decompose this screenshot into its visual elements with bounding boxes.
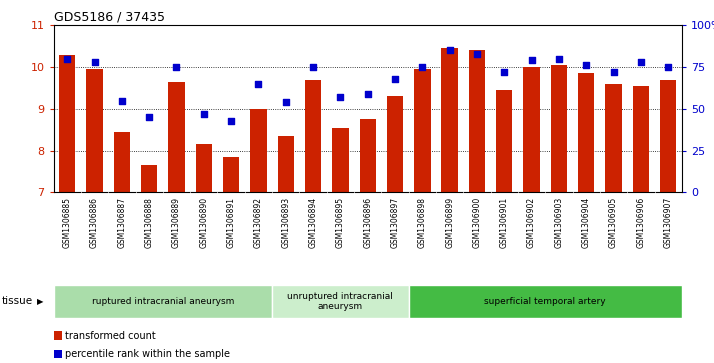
Bar [441,48,458,192]
Text: GSM1306906: GSM1306906 [636,197,645,248]
Point [61,56,73,62]
Bar [414,69,431,192]
Point [253,81,264,87]
FancyBboxPatch shape [272,285,408,318]
Text: ▶: ▶ [37,297,44,306]
Point [580,62,592,68]
Point [526,58,538,64]
Text: GSM1306890: GSM1306890 [199,197,208,248]
Point [280,99,291,105]
Text: GSM1306891: GSM1306891 [226,197,236,248]
Text: GDS5186 / 37435: GDS5186 / 37435 [54,11,164,24]
Text: GSM1306901: GSM1306901 [500,197,509,248]
Point [144,114,155,120]
Text: GSM1306904: GSM1306904 [582,197,590,248]
Bar [332,128,348,192]
FancyBboxPatch shape [54,285,272,318]
Text: GSM1306885: GSM1306885 [63,197,71,248]
Bar [578,73,595,192]
Bar [387,96,403,192]
Bar [633,86,649,192]
Text: GSM1306889: GSM1306889 [172,197,181,248]
Text: GSM1306907: GSM1306907 [664,197,673,248]
Bar [250,109,266,192]
Text: GSM1306886: GSM1306886 [90,197,99,248]
Bar [605,84,622,192]
Text: GSM1306903: GSM1306903 [555,197,563,248]
Bar [523,67,540,192]
Bar [141,165,157,192]
Point [389,76,401,82]
Bar [59,54,76,192]
Text: GSM1306899: GSM1306899 [445,197,454,248]
Text: superficial temporal artery: superficial temporal artery [485,297,606,306]
Text: GSM1306905: GSM1306905 [609,197,618,248]
Bar [496,90,513,192]
Text: GSM1306887: GSM1306887 [117,197,126,248]
Point [171,64,182,70]
Text: GSM1306895: GSM1306895 [336,197,345,248]
Text: ruptured intracranial aneurysm: ruptured intracranial aneurysm [91,297,234,306]
Point [444,48,456,53]
Bar [469,50,486,192]
Text: transformed count: transformed count [65,331,156,341]
Text: GSM1306893: GSM1306893 [281,197,291,248]
Point [635,59,647,65]
Point [335,94,346,100]
Text: GSM1306900: GSM1306900 [473,197,481,248]
Point [362,91,373,97]
Point [198,111,209,117]
Text: tissue: tissue [1,296,33,306]
Bar [196,144,212,192]
Point [417,64,428,70]
Text: unruptured intracranial
aneurysm: unruptured intracranial aneurysm [288,291,393,311]
Bar [86,69,103,192]
Text: GSM1306894: GSM1306894 [308,197,318,248]
Bar [305,79,321,192]
Text: GSM1306888: GSM1306888 [145,197,154,248]
Bar [278,136,294,192]
Point [553,56,565,62]
Text: GSM1306896: GSM1306896 [363,197,372,248]
Text: GSM1306892: GSM1306892 [254,197,263,248]
Point [663,64,674,70]
Point [498,69,510,75]
Bar [169,82,185,192]
Point [307,64,318,70]
Text: GSM1306898: GSM1306898 [418,197,427,248]
Bar [660,79,676,192]
Bar [114,132,130,192]
Text: percentile rank within the sample: percentile rank within the sample [65,349,230,359]
Bar [223,157,239,192]
Point [89,59,100,65]
Point [608,69,619,75]
Bar [550,65,567,192]
Point [116,98,128,103]
Text: GSM1306902: GSM1306902 [527,197,536,248]
Point [471,51,483,57]
Point [226,118,237,123]
Text: GSM1306897: GSM1306897 [391,197,400,248]
Bar [360,119,376,192]
FancyBboxPatch shape [408,285,682,318]
